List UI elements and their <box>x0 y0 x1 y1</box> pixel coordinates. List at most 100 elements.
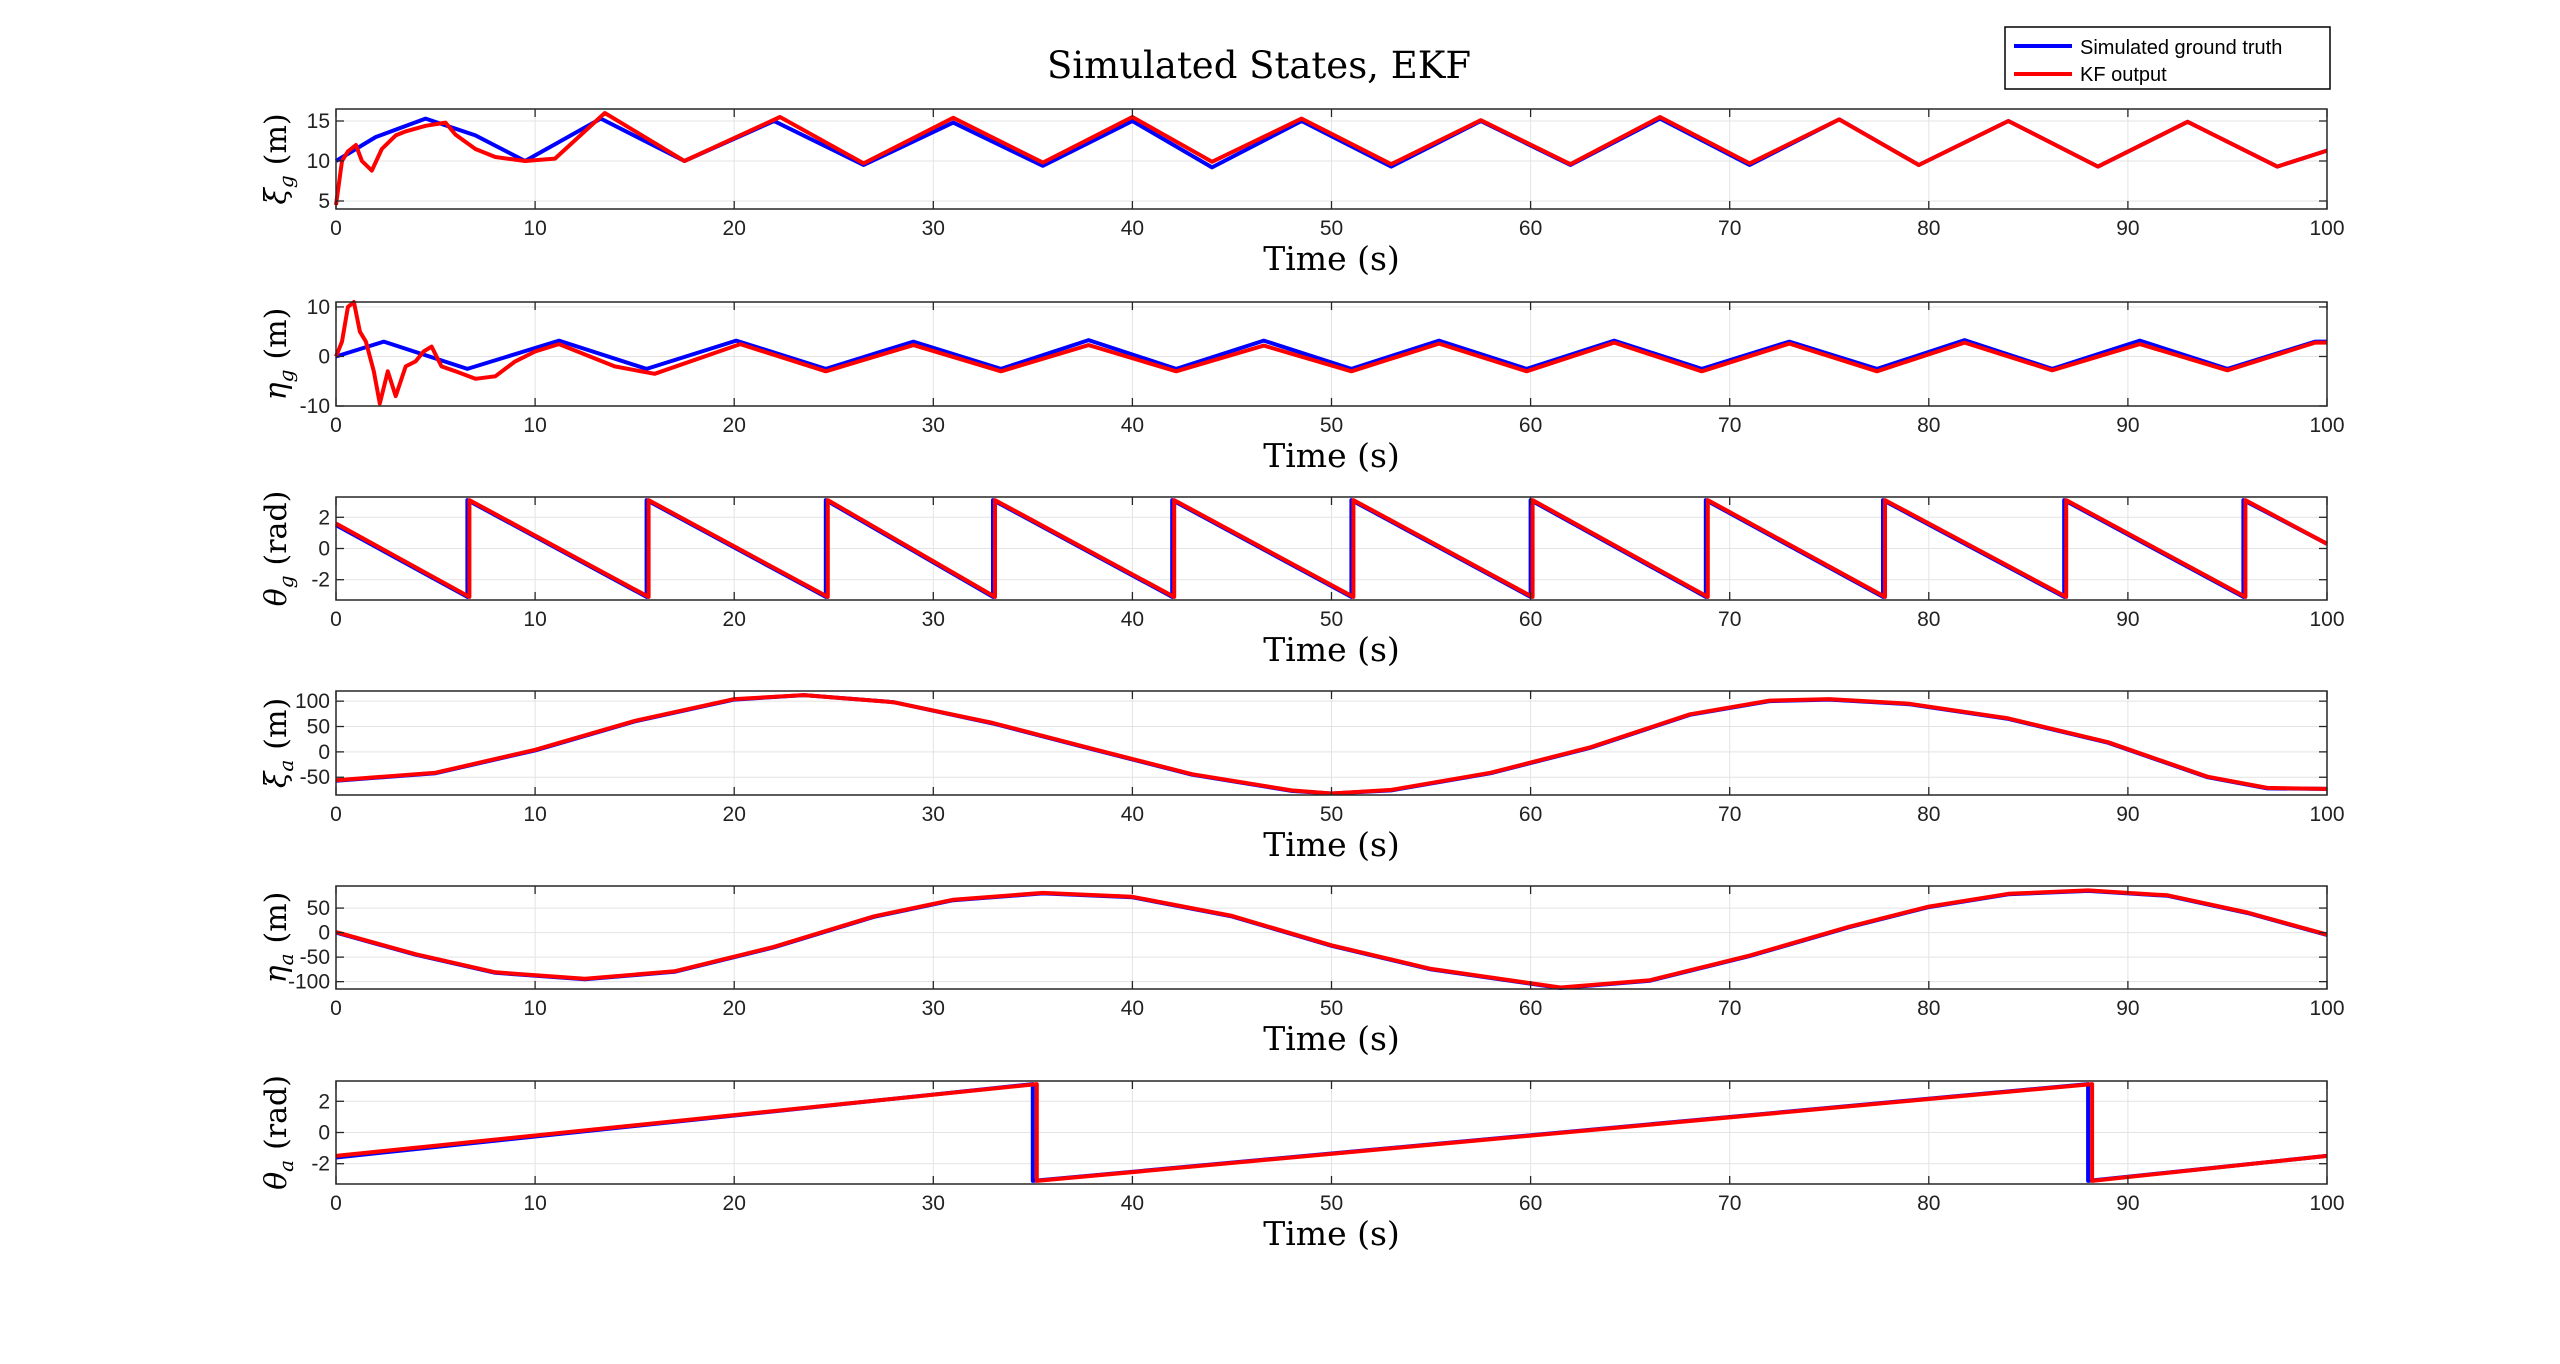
y-tick-label: 15 <box>307 110 330 133</box>
y-tick-label: -2 <box>311 569 330 592</box>
x-tick-label: 80 <box>1917 608 1940 631</box>
x-tick-label: 60 <box>1519 803 1542 826</box>
legend-label-ground-truth: Simulated ground truth <box>2080 37 2282 59</box>
y-axis-label: θg(rad) <box>259 491 298 607</box>
x-tick-label: 80 <box>1917 217 1940 240</box>
x-tick-label: 0 <box>330 1192 342 1215</box>
x-tick-label: 10 <box>523 1192 546 1215</box>
x-tick-label: 80 <box>1917 414 1940 437</box>
subplot-1[interactable]: 0 10 20 30 40 50 60 70 80 90 100 5 10 15 Time (s) ξg(m) <box>259 108 2345 278</box>
x-tick-label: 50 <box>1320 997 1343 1020</box>
x-tick-label: 50 <box>1320 1192 1343 1215</box>
series-line-kf-output <box>335 1082 2328 1183</box>
x-tick-label: 40 <box>1121 1192 1144 1215</box>
x-tick-label: 90 <box>2116 414 2139 437</box>
y-tick-label: 5 <box>318 190 330 213</box>
x-tick-label: 40 <box>1121 217 1144 240</box>
x-tick-label: 100 <box>2309 608 2344 631</box>
series-line-kf-output <box>334 300 2327 406</box>
x-axis-label: Time (s) <box>1263 1214 1400 1253</box>
x-tick-label: 40 <box>1121 803 1144 826</box>
x-tick-label: 70 <box>1718 803 1741 826</box>
x-tick-label: 70 <box>1718 1192 1741 1215</box>
y-tick-label: 100 <box>295 690 330 713</box>
x-tick-label: 30 <box>922 1192 945 1215</box>
x-axis-label: Time (s) <box>1263 436 1400 475</box>
x-tick-label: 30 <box>922 803 945 826</box>
x-tick-label: 0 <box>330 803 342 826</box>
x-tick-label: 0 <box>330 608 342 631</box>
x-tick-label: 60 <box>1519 608 1542 631</box>
x-tick-label: 10 <box>523 217 546 240</box>
y-tick-label: 0 <box>318 922 330 945</box>
x-tick-label: 10 <box>523 803 546 826</box>
x-tick-label: 70 <box>1718 414 1741 437</box>
x-tick-label: 10 <box>523 997 546 1020</box>
y-tick-label: 50 <box>307 897 330 920</box>
x-tick-label: 90 <box>2116 217 2139 240</box>
y-tick-label: 0 <box>318 345 330 368</box>
legend-label-kf-output: KF output <box>2080 64 2167 86</box>
x-tick-label: 50 <box>1320 217 1343 240</box>
x-tick-label: 50 <box>1320 414 1343 437</box>
x-tick-label: 70 <box>1718 997 1741 1020</box>
y-axis-label: ξg(m) <box>259 113 298 204</box>
y-tick-label: 0 <box>318 741 330 764</box>
x-tick-label: 0 <box>330 414 342 437</box>
x-axis-label: Time (s) <box>1263 1019 1400 1058</box>
y-tick-label: 0 <box>318 1122 330 1145</box>
x-tick-label: 50 <box>1320 803 1343 826</box>
x-axis-label: Time (s) <box>1263 239 1400 278</box>
x-tick-label: 100 <box>2309 997 2344 1020</box>
x-tick-label: 10 <box>523 608 546 631</box>
x-tick-label: 20 <box>723 1192 746 1215</box>
y-tick-label: -50 <box>300 946 330 969</box>
x-tick-label: 80 <box>1917 803 1940 826</box>
x-tick-label: 10 <box>523 414 546 437</box>
y-tick-label: -10 <box>300 395 330 418</box>
x-tick-label: 20 <box>723 414 746 437</box>
x-tick-label: 90 <box>2116 997 2139 1020</box>
x-tick-label: 20 <box>723 997 746 1020</box>
y-tick-label: 2 <box>318 506 330 529</box>
x-tick-label: 70 <box>1718 217 1741 240</box>
x-tick-label: 90 <box>2116 803 2139 826</box>
y-tick-label: -2 <box>311 1153 330 1176</box>
x-tick-label: 70 <box>1718 608 1741 631</box>
x-axis-label: Time (s) <box>1263 825 1400 864</box>
x-tick-label: 30 <box>922 414 945 437</box>
x-tick-label: 30 <box>922 997 945 1020</box>
x-tick-label: 80 <box>1917 1192 1940 1215</box>
y-tick-label: -50 <box>300 766 330 789</box>
x-tick-label: 20 <box>723 217 746 240</box>
legend[interactable]: Simulated ground truth KF output <box>2004 26 2331 90</box>
y-axis-label: ξa(m) <box>259 698 298 788</box>
x-axis-label: Time (s) <box>1263 630 1400 669</box>
series-line-kf-output <box>334 111 2328 206</box>
x-tick-label: 100 <box>2309 1192 2344 1215</box>
x-tick-label: 100 <box>2309 217 2344 240</box>
figure-title: Simulated States, EKF <box>1047 44 1471 87</box>
y-tick-label: 10 <box>307 296 330 319</box>
x-tick-label: 20 <box>723 608 746 631</box>
x-tick-label: 60 <box>1519 1192 1542 1215</box>
x-tick-label: 90 <box>2116 1192 2139 1215</box>
x-tick-label: 40 <box>1121 997 1144 1020</box>
x-tick-label: 30 <box>922 608 945 631</box>
x-tick-label: 50 <box>1320 608 1343 631</box>
series-line-kf-output <box>335 888 2328 990</box>
y-axis-label: ηa(m) <box>259 892 298 984</box>
x-tick-label: 60 <box>1519 414 1542 437</box>
x-tick-label: 60 <box>1519 997 1542 1020</box>
x-tick-label: 100 <box>2309 803 2344 826</box>
y-tick-label: 10 <box>307 150 330 173</box>
y-axis-label: ηg(m) <box>259 308 298 401</box>
x-tick-label: 40 <box>1121 414 1144 437</box>
